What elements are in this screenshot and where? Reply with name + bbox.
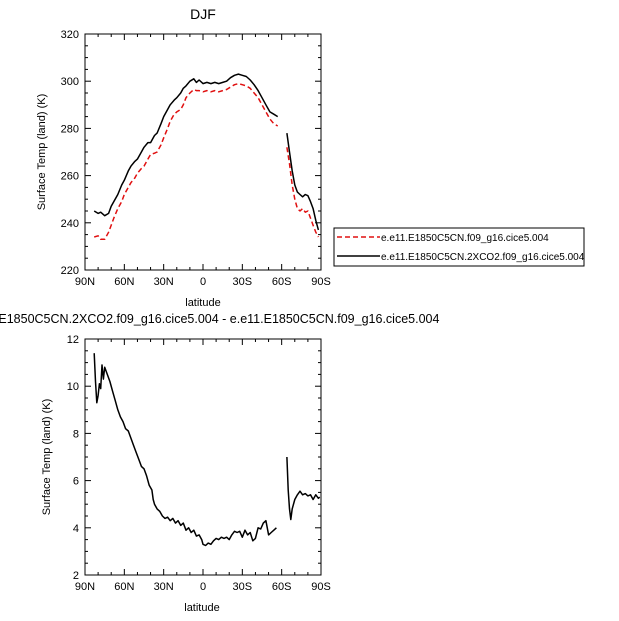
bottom-plot-frame (84, 338, 322, 576)
top-series-0-line-segment-0 (93, 82, 279, 241)
bottom-y-tick-label: 12 (67, 334, 79, 346)
top-y-tick-label: 320 (61, 29, 79, 41)
top-x-tick-label: 60S (272, 276, 292, 288)
legend: e.e11.E1850C5CN.f09_g16.cice5.004 e.e11.… (333, 227, 585, 267)
bottom-x-tick-label: 90S (311, 581, 331, 593)
top-plot-frame (84, 33, 322, 271)
top-x-tick-label: 90S (311, 276, 331, 288)
legend-label-2xco2: e.e11.E1850C5CN.2XCO2.f09_g16.cice5.004 (381, 252, 585, 263)
bottom-x-tick-label: 90N (75, 581, 95, 593)
top-panel: 90N 60N 30N 0 30S 60S 90S 220 240 260 280 300 320 (61, 29, 331, 288)
bottom-y-tick-label: 6 (73, 476, 79, 488)
bottom-y-tick-label: 10 (67, 381, 79, 393)
top-x-tick-label: 30S (233, 276, 253, 288)
bottom-y-tick-label: 4 (73, 523, 79, 535)
top-series-1-line-segment-1 (286, 132, 320, 231)
bottom-y-tick-label: 8 (73, 428, 79, 440)
legend-box (333, 227, 585, 267)
bottom-x-tick-label: 30S (233, 581, 253, 593)
bottom-y-axis-title: Surface Temp (land) (K) (41, 399, 53, 516)
bottom-chart-title: e.e11.E1850C5CN.2XCO2.f09_g16.cice5.004 … (0, 312, 439, 326)
bottom-x-tick-label: 30N (154, 581, 174, 593)
legend-label-control: e.e11.E1850C5CN.f09_g16.cice5.004 (381, 233, 549, 244)
top-x-tick-label: 90N (75, 276, 95, 288)
bottom-x-tick-label: 0 (200, 581, 206, 593)
top-series-1-line-segment-0 (93, 73, 279, 217)
bottom-series-0-line-segment-1 (286, 456, 321, 521)
top-y-axis-title: Surface Temp (land) (K) (36, 94, 48, 211)
top-series-0-line-segment-1 (286, 147, 320, 238)
bottom-x-tick-label: 60S (272, 581, 292, 593)
top-x-tick-label: 60N (114, 276, 134, 288)
bottom-panel: 90N 60N 30N 0 30S 60S 90S 2 4 6 8 10 12 (67, 334, 331, 593)
top-chart-title: DJF (190, 6, 216, 22)
bottom-x-axis-title: latitude (184, 602, 219, 614)
bottom-x-tick-label: 60N (114, 581, 134, 593)
top-y-tick-label: 280 (61, 123, 79, 135)
top-x-axis-title: latitude (185, 297, 220, 309)
bottom-y-tick-label: 2 (73, 570, 79, 582)
bottom-series-0-line-segment-0 (93, 353, 277, 547)
top-y-tick-label: 240 (61, 218, 79, 230)
top-y-tick-label: 300 (61, 76, 79, 88)
top-x-tick-label: 0 (200, 276, 206, 288)
top-y-tick-label: 220 (61, 265, 79, 277)
top-y-tick-label: 260 (61, 171, 79, 183)
top-x-tick-label: 30N (154, 276, 174, 288)
